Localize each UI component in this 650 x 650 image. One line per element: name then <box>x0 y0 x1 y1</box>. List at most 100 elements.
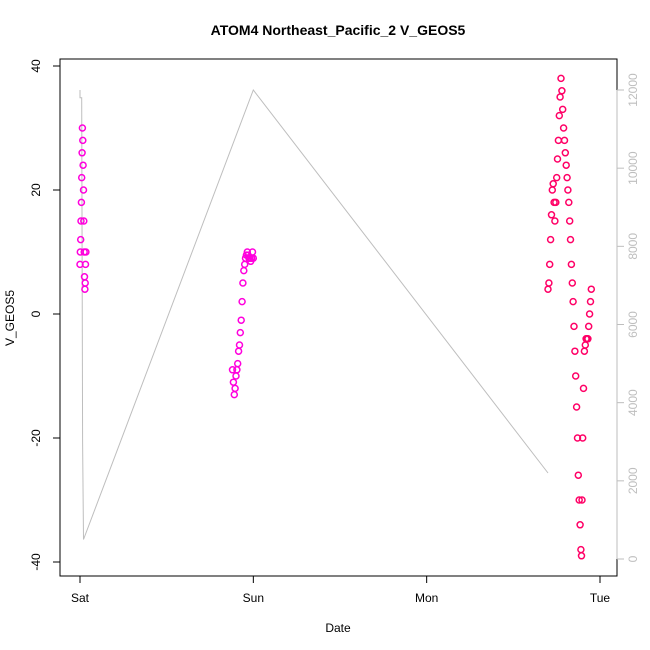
data-point <box>573 434 582 442</box>
data-point <box>558 87 566 95</box>
data-point <box>547 211 556 219</box>
data-point <box>555 111 564 120</box>
data-point <box>574 471 583 479</box>
data-point <box>545 279 553 287</box>
data-point <box>554 136 563 145</box>
data-point <box>79 161 87 169</box>
data-point <box>546 235 555 244</box>
data-point <box>76 235 85 244</box>
data-point <box>240 266 248 275</box>
data-point <box>552 173 561 182</box>
data-point <box>587 285 596 293</box>
data-point <box>81 285 89 293</box>
x-axis: Sat Sun Mon Tue <box>71 575 611 605</box>
data-point <box>79 136 87 145</box>
data-point <box>236 328 245 337</box>
data-point <box>233 359 242 368</box>
data-point <box>548 186 557 194</box>
data-point <box>571 372 580 380</box>
x-tick-label: Sat <box>71 591 90 605</box>
data-point <box>557 74 565 83</box>
data-point <box>228 366 237 374</box>
data-point <box>81 279 89 287</box>
y2-tick-label: 6000 <box>626 311 640 338</box>
data-point <box>567 260 576 269</box>
data-point <box>565 198 573 207</box>
data-point <box>80 217 88 225</box>
data-point <box>545 260 554 269</box>
data-point <box>232 372 240 380</box>
secondary-series <box>79 88 549 540</box>
data-point <box>240 260 249 269</box>
x-tick-label: Tue <box>590 591 611 605</box>
x-tick-label: Sun <box>243 591 264 605</box>
y-tick-label: 20 <box>29 183 43 197</box>
y2-tick-label: 0 <box>626 555 640 562</box>
data-point <box>544 285 552 293</box>
data-point <box>78 149 86 157</box>
data-point <box>584 335 592 343</box>
data-point <box>77 173 86 182</box>
data-point <box>585 310 594 318</box>
data-point <box>560 136 569 145</box>
data-point <box>561 149 570 157</box>
data-point <box>235 341 244 349</box>
chart-title: ATOM4 Northeast_Pacific_2 V_GEOS5 <box>211 22 466 38</box>
data-point <box>556 93 564 101</box>
y-tick-label: -20 <box>29 429 43 447</box>
data-point <box>569 297 577 306</box>
y2-tick-label: 4000 <box>626 389 640 416</box>
y-axis-left: -40 -20 0 20 40 <box>29 59 61 571</box>
data-point <box>581 341 590 349</box>
y-tick-label: 0 <box>29 310 43 317</box>
data-point <box>568 279 577 287</box>
data-point <box>576 521 584 529</box>
data-point <box>562 161 570 169</box>
data-point <box>77 198 86 207</box>
data-point <box>577 545 585 554</box>
y-tick-label: 40 <box>29 59 43 73</box>
y2-tick-label: 2000 <box>626 467 640 494</box>
data-point <box>584 322 593 331</box>
data-point <box>566 235 575 244</box>
x-tick-label: Mon <box>415 591 438 605</box>
data-point <box>551 217 559 225</box>
data-point <box>564 186 572 194</box>
y-tick-label: -40 <box>29 553 43 571</box>
data-point <box>586 297 595 306</box>
data-point <box>572 403 581 411</box>
data-point <box>238 297 246 306</box>
data-point <box>81 260 90 269</box>
data-point <box>549 180 557 188</box>
data-point <box>234 347 243 355</box>
data-point <box>553 155 562 163</box>
data-point <box>570 322 578 331</box>
data-point <box>578 434 587 442</box>
data-point <box>559 124 568 132</box>
data-point <box>82 248 90 256</box>
data-point <box>577 552 586 560</box>
y2-tick-label: 12000 <box>626 73 640 107</box>
y2-tick-label: 8000 <box>626 233 640 260</box>
y2-tick-label: 10000 <box>626 151 640 185</box>
data-point <box>558 105 567 114</box>
data-point <box>565 217 574 225</box>
secondary-series-line <box>79 88 549 540</box>
data-point <box>552 198 560 207</box>
y-axis-label: V_GEOS5 <box>3 290 17 346</box>
data-point <box>580 347 589 355</box>
data-point <box>237 316 245 324</box>
data-point <box>78 124 87 132</box>
data-point <box>77 217 85 225</box>
plot-frame <box>59 58 618 577</box>
data-points <box>76 74 596 560</box>
data-point <box>230 390 239 399</box>
data-point <box>79 186 88 194</box>
data-point <box>571 347 579 355</box>
x-axis-label: Date <box>325 621 351 635</box>
data-point <box>575 496 583 504</box>
data-point <box>239 279 247 287</box>
data-point <box>249 254 258 262</box>
data-point <box>579 384 588 393</box>
